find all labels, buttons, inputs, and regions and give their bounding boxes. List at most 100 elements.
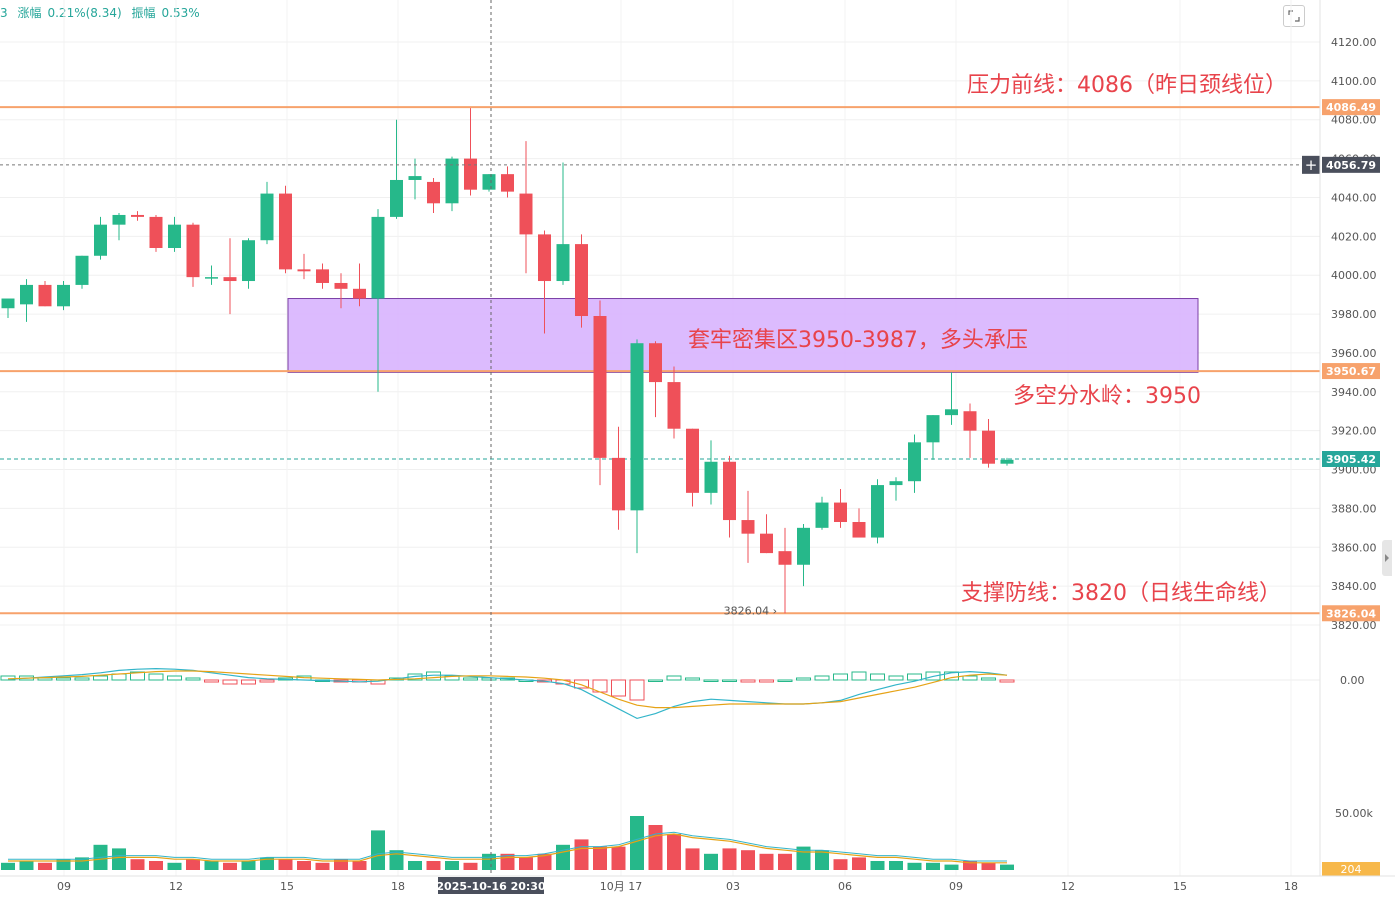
volume-bar [833,859,848,870]
amplitude-label: 振幅 [131,6,156,20]
change-value: 0.21%(8.34) [47,6,122,20]
time-tick-label: 10月 17 [600,880,643,893]
volume-bar [778,853,792,870]
side-panel-toggle[interactable] [1382,540,1392,576]
candle-body [630,343,644,511]
macd-bar [222,679,238,685]
volume-bar [445,861,459,870]
volume-bar [907,862,922,870]
volume-bar [112,848,126,870]
volume-bar [1,862,15,870]
candle-body [704,461,718,493]
candle-body [464,158,477,190]
candle-body [723,461,736,521]
volume-pane [0,816,1320,877]
candle-body [926,415,940,443]
macd-bar [167,675,182,681]
candle-body [445,158,459,204]
volume-bar [241,861,256,870]
candle-body [741,520,755,534]
macd-bar [907,673,922,681]
volume-axis-label: 50.00k [1335,807,1373,820]
divide-annotation: 多空分水岭：3950 [1013,384,1201,409]
volume-bar [204,861,219,870]
volume-bar [519,857,533,870]
candle-body [427,181,440,204]
fullscreen-button[interactable] [1283,5,1305,27]
volume-bar [889,861,903,870]
macd-bar [722,679,737,682]
volume-bar [741,850,755,870]
candle-body [593,316,607,458]
macd-bar [648,679,663,682]
time-tick-label: 09 [949,880,963,893]
time-tick-label: 18 [391,880,405,893]
macd-bar [685,677,700,681]
volume-bar [593,846,607,870]
candle-body [871,485,884,538]
macd-bar [962,675,978,681]
candle-body [575,244,588,317]
volume-bar [630,816,644,870]
resistance-annotation: 压力前线：4086（昨日颈线位） [967,73,1287,98]
macd-bar [463,677,478,681]
volume-bar [426,861,441,870]
macd-bar [259,679,275,683]
candle-body [538,234,551,282]
low-price-marker: 3826.04 › [724,604,777,617]
candle-body [667,382,681,429]
candle-body [334,282,348,289]
macd-bar [981,677,996,681]
price-tick-label: 3880.00 [1331,502,1377,515]
price-tick-label: 3980.00 [1331,308,1377,321]
crosshair-date-label: 2025-10-16 20:30 [436,880,546,893]
candle-body [982,430,995,464]
candle-body [408,176,422,180]
candle-body [834,502,847,523]
volume-bar [722,848,737,870]
candle-body [316,269,329,283]
time-tick-label: 18 [1284,880,1298,893]
time-tick-label: 12 [1061,880,1075,893]
macd-bar [93,675,108,681]
price-tick-label: 4080.00 [1331,114,1377,127]
candle-body [1,298,15,309]
plus-icon: + [1305,156,1318,174]
macd-bar [74,677,90,681]
candle-body [556,244,570,282]
macd-pane [0,667,1320,720]
volume-bar [19,861,34,870]
level-price-tag: 4086.49 [1326,101,1376,114]
level-price-tag-bg [1322,99,1380,116]
macd-bar [204,679,219,683]
candle-body [371,216,385,299]
candle-body [260,193,274,241]
zone-annotation: 套牢密集区3950-3987，多头承压 [688,328,1028,353]
volume-bar [389,850,404,870]
volume-current-tag: 204 [1341,863,1362,876]
volume-bar [223,862,237,870]
volume-bar [685,848,700,870]
volume-bar [167,862,182,870]
symbol-fragment: 3 [0,6,8,20]
macd-bar [629,679,645,701]
candle-body [57,284,70,307]
price-tick-label: 3940.00 [1331,386,1377,399]
level-price-tag-bg [1322,605,1380,622]
volume-bar [852,857,866,870]
time-tick-label: 06 [838,880,852,893]
price-tick-label: 4100.00 [1331,75,1377,88]
candle-body [852,522,866,538]
candle-body [205,277,218,279]
time-tick-label: 12 [169,880,183,893]
candle-body [20,284,33,305]
volume-bar [556,844,570,870]
macd-bar [944,671,959,681]
volume-bar [408,861,422,870]
change-label: 涨幅 [17,6,42,20]
macd-bar [666,675,682,681]
volume-bar [926,862,940,870]
annotations: 压力前线：4086（昨日颈线位） 套牢密集区3950-3987，多头承压多空分水岭… [688,73,1287,606]
price-tick-label: 3920.00 [1331,425,1377,438]
